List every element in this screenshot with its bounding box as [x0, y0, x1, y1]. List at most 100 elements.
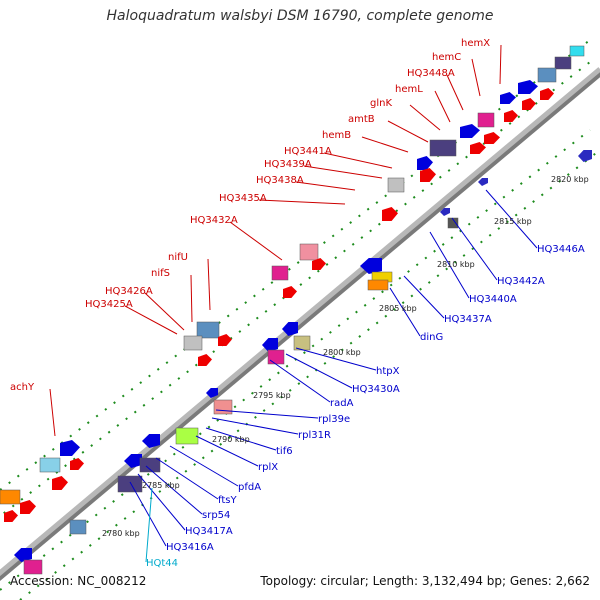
reverse-gene-label[interactable]: rplX: [258, 462, 278, 473]
gene-feature[interactable]: [14, 548, 32, 562]
gene-feature[interactable]: [578, 150, 592, 162]
gene-feature[interactable]: [39, 457, 61, 473]
reverse-gene-leader: [429, 231, 470, 299]
gene-feature[interactable]: [218, 334, 232, 346]
gene-feature[interactable]: [360, 258, 382, 274]
gene-feature[interactable]: [124, 454, 142, 468]
gene-feature[interactable]: [139, 457, 161, 473]
forward-gene-leader: [323, 152, 393, 169]
gene-feature[interactable]: [540, 88, 554, 100]
reverse-gene-label[interactable]: HQ3416A: [166, 542, 214, 553]
gene-feature[interactable]: [183, 335, 203, 351]
gene-feature[interactable]: [282, 322, 298, 336]
gene-feature[interactable]: [460, 124, 480, 138]
reverse-gene-label[interactable]: HQ3430A: [352, 384, 400, 395]
reverse-gene-label[interactable]: rpl39e: [318, 414, 350, 425]
forward-gene-leader: [124, 305, 178, 335]
gene-feature[interactable]: [196, 321, 220, 339]
gene-feature[interactable]: [206, 388, 218, 398]
gene-feature[interactable]: [4, 510, 18, 522]
kbp-tick-label: 2820 kbp: [551, 175, 589, 184]
gene-feature[interactable]: [23, 559, 43, 575]
reverse-gene-leader: [145, 487, 153, 563]
reverse-gene-label[interactable]: srp54: [202, 510, 230, 521]
reverse-gene-label[interactable]: HQ3440A: [469, 294, 517, 305]
forward-gene-label[interactable]: hemC: [432, 52, 461, 63]
reverse-gene-label[interactable]: HQ3442A: [497, 276, 545, 287]
reverse-gene-label[interactable]: HQ3437A: [444, 314, 492, 325]
forward-gene-label[interactable]: hemB: [322, 130, 351, 141]
reverse-gene-leader: [403, 275, 445, 319]
forward-gene-label[interactable]: HQ3439A: [264, 159, 312, 170]
forward-gene-leader: [446, 74, 464, 111]
forward-gene-label[interactable]: HQ3435A: [219, 193, 267, 204]
forward-gene-leader: [207, 258, 211, 311]
gene-feature[interactable]: [312, 258, 326, 270]
reverse-gene-label[interactable]: radA: [330, 398, 354, 409]
gene-feature[interactable]: [518, 80, 538, 94]
forward-gene-label[interactable]: glnK: [370, 98, 392, 109]
forward-gene-label[interactable]: hemL: [395, 84, 423, 95]
gene-feature[interactable]: [213, 399, 233, 415]
gene-feature[interactable]: [484, 132, 500, 144]
gene-feature[interactable]: [52, 476, 68, 490]
gene-feature[interactable]: [175, 427, 199, 445]
gene-feature[interactable]: [198, 354, 212, 366]
reverse-gene-leader: [145, 465, 203, 515]
gene-feature[interactable]: [283, 286, 297, 298]
reverse-gene-label[interactable]: HQ3417A: [185, 526, 233, 537]
gene-feature[interactable]: [387, 177, 405, 193]
forward-gene-label[interactable]: HQ3432A: [190, 215, 238, 226]
reverse-gene-leader: [285, 353, 353, 389]
gene-feature[interactable]: [69, 519, 87, 535]
topology-text: Topology: circular; Length: 3,132,494 bp…: [260, 574, 590, 588]
reverse-gene-label[interactable]: dinG: [420, 332, 443, 343]
gene-feature[interactable]: [267, 349, 285, 365]
gene-feature[interactable]: [478, 178, 488, 186]
reverse-gene-label[interactable]: tif6: [276, 446, 293, 457]
gene-feature[interactable]: [299, 243, 319, 261]
gene-feature[interactable]: [0, 489, 21, 505]
gene-feature[interactable]: [477, 112, 495, 128]
reverse-gene-label[interactable]: htpX: [376, 366, 400, 377]
gene-feature[interactable]: [504, 110, 518, 122]
reverse-gene-leader: [269, 359, 331, 403]
gene-feature[interactable]: [429, 139, 457, 157]
gene-feature[interactable]: [440, 208, 450, 216]
forward-gene-label[interactable]: nifU: [168, 252, 188, 263]
kbp-tick-label: 2805 kbp: [379, 304, 417, 313]
gene-feature[interactable]: [447, 217, 459, 229]
gene-feature[interactable]: [522, 98, 536, 110]
gene-feature[interactable]: [569, 45, 585, 57]
gene-feature[interactable]: [537, 67, 557, 83]
gene-feature[interactable]: [382, 207, 398, 221]
reverse-gene-label[interactable]: ftsY: [218, 495, 237, 506]
reverse-gene-label[interactable]: HQt44: [146, 558, 178, 569]
gene-feature[interactable]: [470, 142, 486, 154]
gene-feature[interactable]: [262, 338, 278, 352]
gene-feature[interactable]: [554, 56, 572, 70]
gene-feature[interactable]: [20, 500, 36, 514]
forward-gene-label[interactable]: achY: [10, 382, 35, 393]
forward-gene-label[interactable]: nifS: [151, 268, 170, 279]
forward-gene-label[interactable]: amtB: [348, 114, 375, 125]
reverse-gene-label[interactable]: rpl31R: [298, 430, 331, 441]
gene-feature[interactable]: [367, 279, 389, 291]
forward-gene-label[interactable]: hemX: [461, 38, 490, 49]
forward-gene-label[interactable]: HQ3438A: [256, 175, 304, 186]
forward-gene-label[interactable]: HQ3425A: [85, 299, 133, 310]
gene-feature[interactable]: [417, 156, 433, 170]
gene-feature[interactable]: [142, 434, 160, 448]
gene-feature[interactable]: [420, 168, 436, 182]
forward-gene-leader: [190, 274, 193, 323]
gene-feature[interactable]: [271, 265, 289, 281]
gene-feature[interactable]: [60, 440, 80, 456]
forward-gene-label[interactable]: HQ3441A: [284, 146, 332, 157]
gene-feature[interactable]: [500, 92, 516, 104]
forward-gene-label[interactable]: HQ3426A: [105, 286, 153, 297]
gene-feature[interactable]: [117, 475, 143, 493]
reverse-gene-label[interactable]: HQ3446A: [537, 244, 585, 255]
gene-feature[interactable]: [70, 458, 84, 470]
forward-gene-label[interactable]: HQ3448A: [407, 68, 455, 79]
reverse-gene-label[interactable]: pfdA: [238, 482, 261, 493]
